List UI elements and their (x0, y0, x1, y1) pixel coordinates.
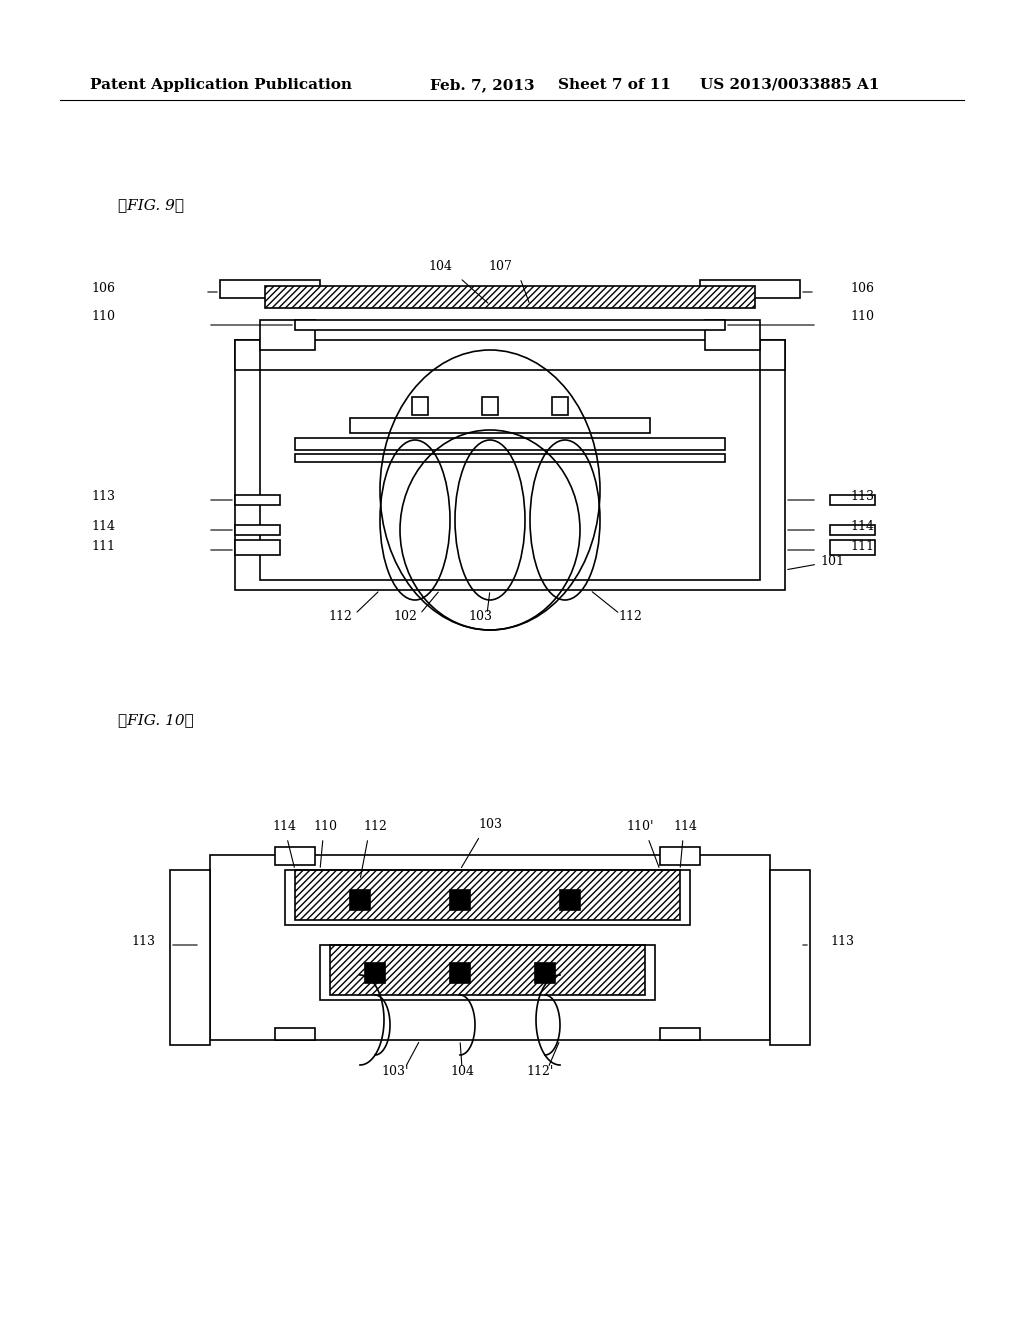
Text: 111: 111 (850, 540, 874, 553)
FancyBboxPatch shape (660, 1028, 700, 1040)
Text: 110': 110' (627, 820, 653, 833)
FancyBboxPatch shape (450, 964, 470, 983)
FancyBboxPatch shape (275, 1028, 315, 1040)
Text: 114: 114 (91, 520, 115, 533)
Text: 113: 113 (830, 935, 854, 948)
FancyBboxPatch shape (295, 438, 725, 450)
FancyBboxPatch shape (210, 855, 770, 1040)
Text: 112: 112 (364, 820, 387, 833)
Text: 101: 101 (787, 554, 844, 569)
FancyBboxPatch shape (700, 280, 800, 298)
Text: 103': 103' (381, 1065, 409, 1078)
Text: 112: 112 (618, 610, 642, 623)
Text: 110: 110 (91, 310, 115, 323)
Text: 104: 104 (428, 260, 452, 273)
FancyBboxPatch shape (770, 870, 810, 1045)
FancyBboxPatch shape (660, 847, 700, 865)
Text: 106: 106 (850, 282, 874, 294)
Text: 104: 104 (450, 1065, 474, 1078)
FancyBboxPatch shape (234, 495, 280, 506)
Text: 107: 107 (488, 260, 512, 273)
FancyBboxPatch shape (265, 286, 755, 308)
FancyBboxPatch shape (234, 525, 280, 535)
Text: 【FIG. 10】: 【FIG. 10】 (118, 713, 194, 727)
Text: Feb. 7, 2013: Feb. 7, 2013 (430, 78, 535, 92)
Text: Patent Application Publication: Patent Application Publication (90, 78, 352, 92)
FancyBboxPatch shape (295, 454, 725, 462)
Text: 【FIG. 9】: 【FIG. 9】 (118, 198, 184, 213)
FancyBboxPatch shape (260, 319, 315, 350)
Text: 103: 103 (478, 818, 502, 832)
FancyBboxPatch shape (450, 890, 470, 909)
FancyBboxPatch shape (482, 397, 498, 414)
Text: 113: 113 (850, 490, 874, 503)
Text: US 2013/0033885 A1: US 2013/0033885 A1 (700, 78, 880, 92)
Text: 114: 114 (850, 520, 874, 533)
Text: 112: 112 (328, 610, 352, 623)
FancyBboxPatch shape (560, 890, 580, 909)
Text: 102: 102 (393, 610, 417, 623)
Text: Sheet 7 of 11: Sheet 7 of 11 (558, 78, 671, 92)
FancyBboxPatch shape (535, 964, 555, 983)
Text: 113: 113 (131, 935, 155, 948)
FancyBboxPatch shape (350, 890, 370, 909)
Text: 113: 113 (91, 490, 115, 503)
FancyBboxPatch shape (350, 418, 650, 433)
FancyBboxPatch shape (234, 341, 785, 590)
FancyBboxPatch shape (220, 280, 319, 298)
FancyBboxPatch shape (234, 341, 260, 370)
FancyBboxPatch shape (830, 525, 874, 535)
Text: 106: 106 (91, 282, 115, 294)
FancyBboxPatch shape (295, 319, 725, 330)
FancyBboxPatch shape (830, 540, 874, 554)
FancyBboxPatch shape (260, 370, 760, 579)
Text: 110: 110 (850, 310, 874, 323)
Text: 114: 114 (272, 820, 296, 833)
Text: 111: 111 (91, 540, 115, 553)
FancyBboxPatch shape (552, 397, 568, 414)
FancyBboxPatch shape (234, 540, 280, 554)
FancyBboxPatch shape (705, 319, 760, 350)
Text: 112': 112' (526, 1065, 554, 1078)
FancyBboxPatch shape (295, 870, 680, 920)
Text: 110: 110 (313, 820, 337, 833)
Text: 114: 114 (673, 820, 697, 833)
FancyBboxPatch shape (365, 964, 385, 983)
FancyBboxPatch shape (330, 945, 645, 995)
FancyBboxPatch shape (830, 495, 874, 506)
Text: 103: 103 (468, 610, 492, 623)
FancyBboxPatch shape (412, 397, 428, 414)
FancyBboxPatch shape (275, 847, 315, 865)
FancyBboxPatch shape (170, 870, 210, 1045)
FancyBboxPatch shape (760, 341, 785, 370)
